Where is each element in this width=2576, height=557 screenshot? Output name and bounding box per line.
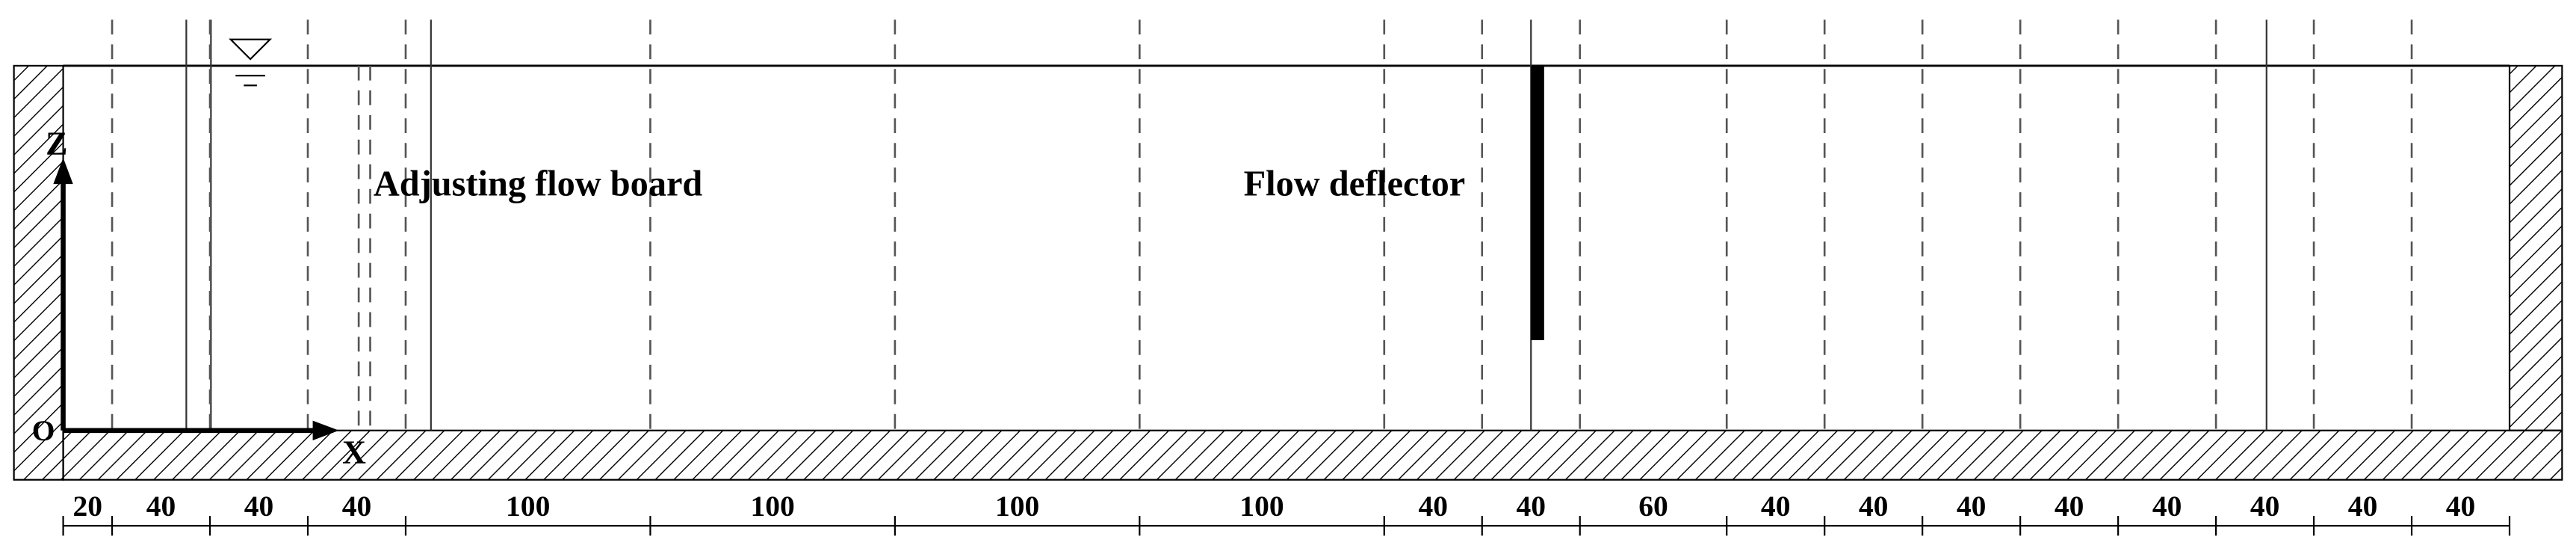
dimensions: 20 40 40 40 100 100 100 100 40 40 60 40 40 40 40 40 40 40… [62, 490, 2511, 536]
dimension-label: 40 [1761, 490, 1791, 523]
dimension-label: 40 [2446, 490, 2476, 523]
dimension-label: 40 [2250, 490, 2280, 523]
dimension-label: 100 [1239, 490, 1284, 523]
adjusting-board-label: Adjusting flow board [374, 164, 703, 204]
water-level [227, 38, 273, 87]
axes [53, 157, 339, 440]
dimension-label: 40 [2055, 490, 2084, 523]
right-wall [2508, 64, 2563, 431]
dimension-label: 40 [2152, 490, 2182, 523]
origin-label: O [32, 414, 55, 447]
left-wall [13, 64, 64, 481]
dimension-label: 40 [1859, 490, 1889, 523]
section-lines [111, 19, 2413, 431]
dimension-label: 40 [1516, 490, 1546, 523]
dimension-label: 40 [1957, 490, 1987, 523]
tank [13, 19, 2563, 481]
dimension-label: 40 [2348, 490, 2378, 523]
dimension-label: 100 [995, 490, 1039, 523]
deflector-label: Flow deflector [1244, 164, 1466, 204]
z-label: Z [46, 126, 67, 162]
dimension-label: 20 [73, 490, 103, 523]
dimension-label: 100 [506, 490, 550, 523]
dimension-label: 100 [750, 490, 794, 523]
dimension-label: 40 [342, 490, 372, 523]
dimension-label: 60 [1638, 490, 1668, 523]
dimension-label: 40 [1418, 490, 1448, 523]
dimension-label: 40 [244, 490, 274, 523]
bottom [62, 429, 2563, 481]
x-label: X [342, 434, 366, 471]
deflector-plate [1531, 65, 1544, 340]
dimension-label: 40 [146, 490, 176, 523]
